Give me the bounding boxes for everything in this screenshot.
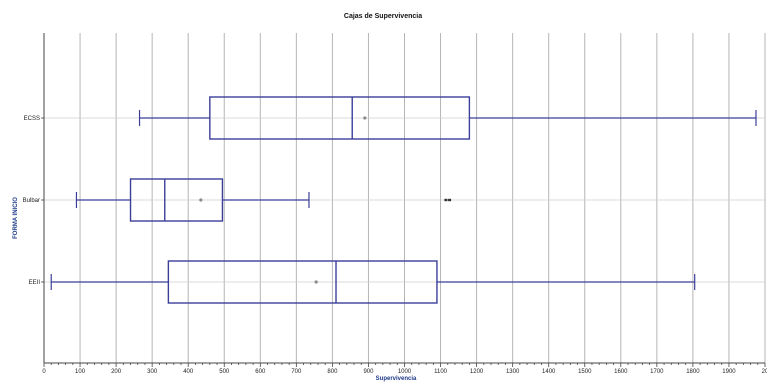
x-tick-label: 1800	[686, 369, 700, 375]
x-tick-label: 900	[363, 369, 374, 375]
x-tick-label: 1200	[470, 369, 484, 375]
x-tick-label: 1000	[398, 369, 412, 375]
mean-marker	[314, 280, 318, 284]
y-category-label: EEII	[29, 280, 41, 286]
plot-area: 0 100 200 300 400 500 600 700 800 900 1000 1100 1200…	[23, 33, 767, 375]
x-tick-label: 1100	[434, 369, 448, 375]
x-tick-label: 20	[762, 369, 767, 375]
x-tick-label: 1700	[650, 369, 664, 375]
outlier-point	[444, 198, 448, 202]
box-iqr	[129, 178, 224, 222]
x-tick-label: 800	[327, 369, 338, 375]
x-tick-label: 1400	[542, 369, 556, 375]
y-category-label: Bulbar	[23, 198, 40, 204]
x-tick-label: 1500	[578, 369, 592, 375]
x-tick-label: 400	[183, 369, 194, 375]
x-tick-label: 100	[75, 369, 86, 375]
y-category-label: ECSS	[24, 116, 40, 122]
x-tick-label: 700	[291, 369, 302, 375]
x-tick-label: 1600	[614, 369, 628, 375]
x-tick-label: 1900	[722, 369, 736, 375]
box-iqr	[167, 260, 438, 304]
y-axis-label: FORMA INICIO	[13, 197, 19, 239]
x-tick-label: 600	[255, 369, 266, 375]
x-tick-label: 200	[111, 369, 122, 375]
x-tick-label: 1300	[506, 369, 520, 375]
x-tick-label: 0	[42, 369, 46, 375]
box-iqr	[209, 96, 471, 140]
chart-title: Cajas de Supervivencia	[344, 13, 422, 20]
outlier-point	[448, 198, 452, 202]
x-tick-label: 500	[219, 369, 230, 375]
x-tick-label: 300	[147, 369, 158, 375]
mean-marker	[363, 116, 367, 120]
x-axis-label: Supervivencia	[376, 376, 417, 382]
mean-marker	[199, 198, 203, 202]
